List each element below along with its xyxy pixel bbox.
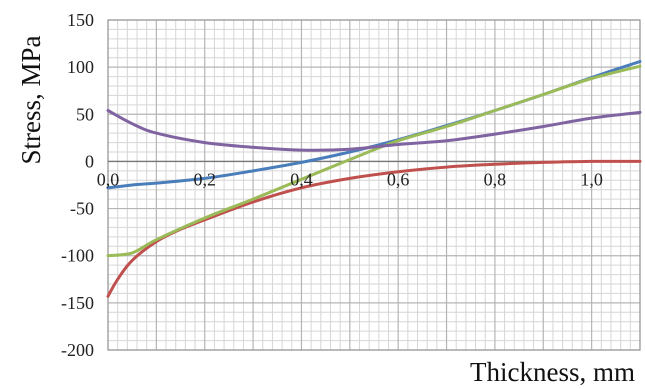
plot-frame xyxy=(107,19,641,351)
y-tick-label: -100 xyxy=(61,246,94,266)
y-axis-title: Stress, MPa xyxy=(16,35,46,164)
x-axis-title: Thickness, mm xyxy=(470,357,635,387)
x-tick-label: 0,6 xyxy=(387,169,410,189)
minor-gridlines xyxy=(108,20,640,350)
series-lines xyxy=(106,60,642,298)
series-line-3 xyxy=(106,64,642,258)
y-tick-labels: 150 100 50 0 -50 -100 -150 -200 xyxy=(61,10,94,360)
y-tick-label: -50 xyxy=(70,199,94,219)
y-tick-label: -150 xyxy=(61,293,94,313)
x-tick-label: 0,2 xyxy=(193,169,216,189)
y-tick-label: 100 xyxy=(67,57,94,77)
x-tick-label: 1,0 xyxy=(580,169,603,189)
y-tick-label: 50 xyxy=(76,104,94,124)
y-tick-label: 150 xyxy=(67,10,94,30)
x-tick-label: 0,4 xyxy=(290,169,313,189)
x-tick-label: 0,8 xyxy=(484,169,507,189)
y-tick-label: 0 xyxy=(85,151,94,171)
y-tick-label: -200 xyxy=(61,340,94,360)
series-line-2 xyxy=(106,159,642,298)
x-tick-label: 0,0 xyxy=(97,169,120,189)
major-gridlines xyxy=(107,19,641,351)
series-line-4 xyxy=(106,109,642,152)
x-tick-labels: 0,0 0,2 0,4 0,6 0,8 1,0 xyxy=(97,169,603,189)
